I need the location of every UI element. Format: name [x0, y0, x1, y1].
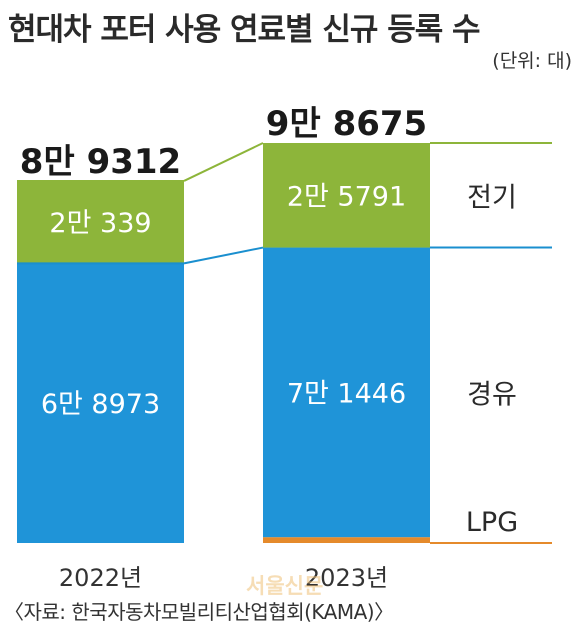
chart-title: 현대차 포터 사용 연료별 신규 등록 수 [8, 12, 481, 48]
data-label-경유-1: 7만 1446 [287, 378, 406, 409]
total-label-1: 9만 8675 [266, 104, 427, 144]
data-label-전기-0: 2만 339 [49, 208, 151, 239]
bar-segment-경유-1 [263, 247, 430, 538]
bar-segment-LPG-1 [263, 537, 430, 543]
category-label-1: 2023년 [305, 564, 388, 592]
data-label-전기-1: 2만 5791 [287, 181, 406, 212]
total-label-0: 8만 9312 [20, 142, 181, 182]
category-label-0: 2022년 [59, 564, 142, 592]
unit-label: (단위: 대) [492, 50, 572, 72]
connector-green-diag [183, 142, 264, 182]
bar-segment-전기-0 [17, 180, 184, 264]
bar-segment-경유-0 [17, 263, 184, 543]
watermark-logo: 서울신문 [246, 574, 324, 598]
connector-blue-diag [183, 246, 264, 265]
legend-전기: 전기 [467, 182, 517, 213]
legend-경유: 경유 [467, 379, 517, 410]
bar-segment-전기-1 [263, 143, 430, 248]
source-note: 〈자료: 한국자동차모빌리티산업협회(KAMA)〉 [4, 600, 394, 624]
legend-LPG: LPG [466, 507, 518, 538]
data-label-경유-0: 6만 8973 [41, 389, 160, 420]
